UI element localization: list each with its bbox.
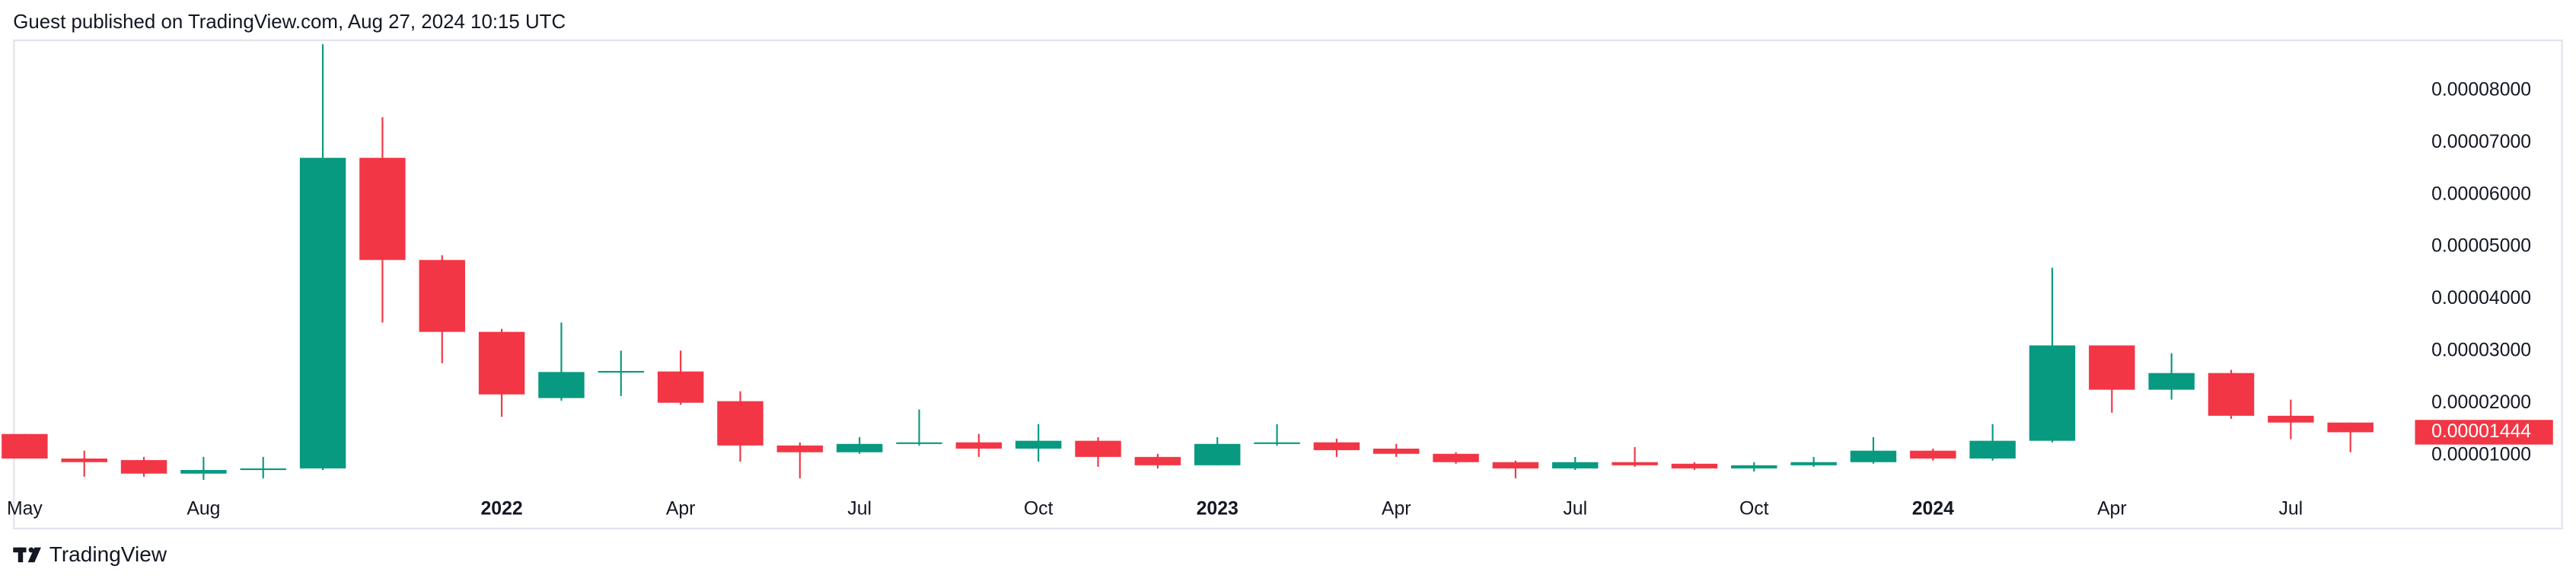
x-tick-label: Apr [666, 499, 696, 520]
candle-body [2208, 373, 2255, 416]
candle-body [1313, 442, 1360, 450]
candle-body [2089, 345, 2135, 390]
y-tick-label: 0.00002000 [2431, 392, 2531, 413]
logo-part [18, 547, 24, 563]
candle-body [776, 445, 824, 452]
x-tick-label: 2023 [1197, 499, 1239, 520]
candle-body [1731, 465, 1777, 468]
candle-body [1373, 448, 1420, 454]
x-tick-label: Oct [1024, 499, 1054, 520]
candle-body [1969, 440, 2016, 459]
candle-body [1910, 450, 1956, 459]
y-tick-label: 0.00004000 [2431, 288, 2531, 309]
y-tick-label: 0.00003000 [2431, 341, 2531, 361]
candle-body [1612, 462, 1658, 465]
candle-body [2268, 415, 2314, 423]
y-tick-label: 0.00001000 [2431, 444, 2531, 465]
x-tick-label: Oct [1739, 499, 1769, 520]
y-tick-label: 0.00006000 [2431, 184, 2531, 204]
y-tick-label: 0.00007000 [2431, 132, 2531, 152]
candle-body [180, 469, 227, 474]
header: Guest published on TradingView.com, Aug … [13, 11, 566, 33]
candle-body [1671, 463, 1718, 468]
candle-body [359, 158, 406, 261]
candle-body [61, 458, 107, 462]
candle-body [1552, 462, 1599, 468]
x-tick-label: Jul [2278, 499, 2303, 520]
candle-body [717, 401, 764, 446]
last-price-box [2415, 420, 2553, 445]
brand: TradingView [49, 542, 167, 566]
x-tick-label: Aug [187, 499, 220, 520]
x-tick-label: May [7, 499, 43, 520]
candle-body [836, 443, 883, 452]
candle-body [1850, 450, 1897, 462]
logo-part [27, 547, 41, 563]
x-tick-label: Apr [1382, 499, 1411, 520]
x-tick-label: 2024 [1912, 499, 1954, 520]
candle-body [538, 372, 585, 398]
candle-body [1075, 440, 1121, 457]
candle-body [1254, 442, 1300, 444]
candle-body [1790, 462, 1837, 465]
candle-body [1433, 453, 1479, 462]
candle-body [657, 371, 704, 403]
last-price-label: 0.00001444 [2431, 421, 2531, 442]
candle-body [478, 331, 525, 395]
candle-body [2029, 345, 2076, 441]
candle-body [955, 442, 1003, 449]
y-tick-label: 0.00005000 [2431, 236, 2531, 257]
chart-frame [13, 39, 2563, 529]
candle-body [240, 468, 286, 471]
candle-body [1015, 440, 1062, 449]
candle-body [419, 260, 465, 332]
candle-body [2, 433, 48, 459]
candle-body [1492, 462, 1539, 468]
x-tick-label: Jul [1563, 499, 1587, 520]
x-tick-label: Apr [2097, 499, 2127, 520]
x-tick-label: Jul [847, 499, 872, 520]
candle-body [120, 459, 167, 474]
candle-body [1134, 456, 1181, 465]
logo [13, 547, 41, 563]
candle-body [598, 370, 644, 373]
y-tick-label: 0.00008000 [2431, 79, 2531, 100]
candle-body [2148, 373, 2195, 390]
logo-part [28, 547, 34, 553]
candle-body [1194, 443, 1241, 465]
candle-body [896, 442, 942, 444]
candle-body [2327, 422, 2374, 433]
candle-body [299, 158, 346, 468]
x-tick-label: 2022 [481, 499, 523, 520]
